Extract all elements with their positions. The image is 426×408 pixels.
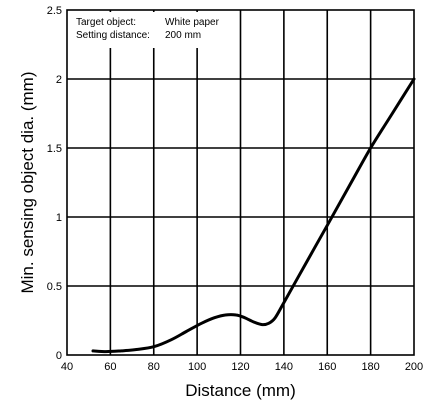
x-tick-label-100: 100 [188,361,206,373]
x-tick-label-60: 60 [104,361,116,373]
x-tick-labels: 40 60 80 100 120 140 160 180 200 [61,361,423,373]
annotation: Target object: White paper Setting dista… [69,12,237,48]
y-tick-label-0: 0 [56,350,62,362]
x-tick-label-140: 140 [275,361,293,373]
y-tick-label-2-5: 2.5 [47,5,62,17]
annotation-target-label: Target object: [76,17,136,28]
x-tick-label-200: 200 [405,361,423,373]
annotation-target-value: White paper [165,17,220,28]
series-line [91,77,416,354]
x-tick-label-180: 180 [361,361,379,373]
annotation-background [69,12,237,48]
x-tick-label-120: 120 [231,361,249,373]
plot-frame [66,9,415,356]
x-tick-label-80: 80 [148,361,160,373]
y-axis-label: Min. sensing object dia. (mm) [18,71,37,293]
y-tick-label-1-5: 1.5 [47,143,62,155]
y-tick-label-0-5: 0.5 [47,281,62,293]
x-tick-label-40: 40 [61,361,73,373]
y-tick-label-2: 2 [56,74,62,86]
annotation-distance-label: Setting distance: [76,30,150,41]
x-axis-label: Distance (mm) [185,381,296,400]
y-tick-label-1: 1 [56,212,62,224]
series-points [93,79,414,352]
grid-layer [67,10,414,355]
x-tick-label-160: 160 [318,361,336,373]
annotation-distance-value: 200 mm [165,30,201,41]
y-tick-labels: 0 0.5 1 1.5 2 2.5 [47,5,62,362]
